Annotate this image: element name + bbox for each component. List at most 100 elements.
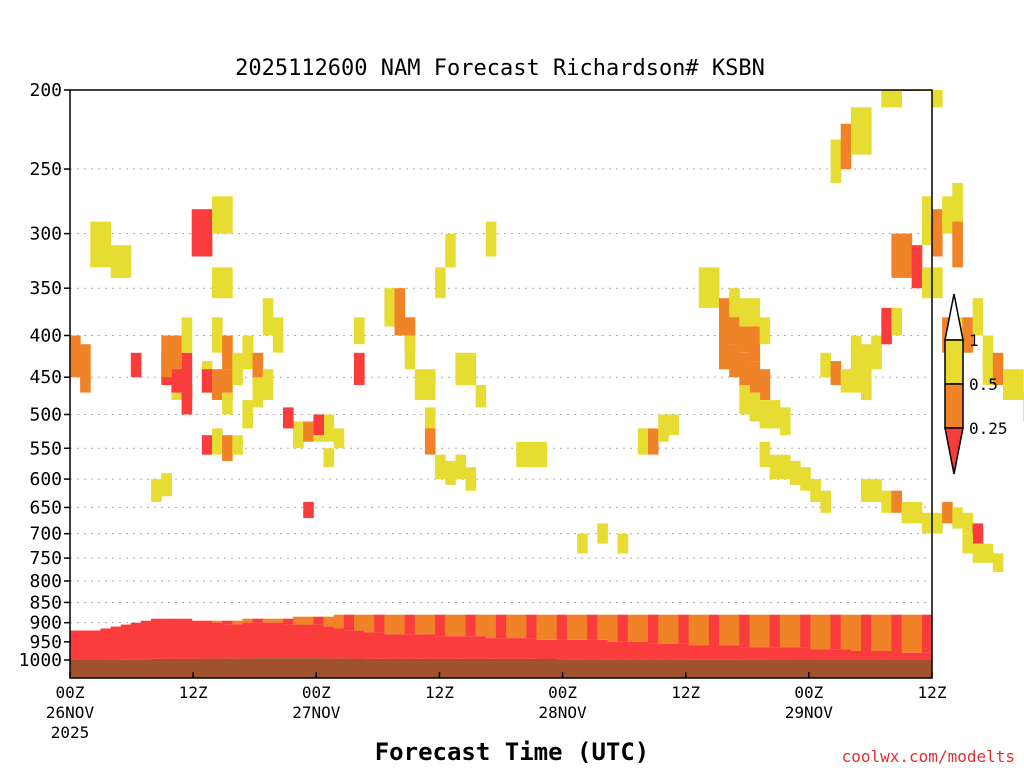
ri-low-band: [455, 614, 466, 637]
ri-boundary-layer: [810, 649, 821, 660]
ri-cell: [972, 523, 984, 544]
ri-low-band: [485, 614, 497, 639]
ri-low-band: [648, 614, 659, 644]
ground-fill: [506, 658, 517, 678]
ri-boundary-layer: [658, 643, 669, 660]
ri-low-band: [394, 614, 406, 635]
ri-cell: [972, 543, 984, 563]
x-tick-date: 28NOV: [538, 703, 587, 722]
ri-cell: [921, 512, 933, 534]
ri-low-band: [566, 614, 578, 640]
colorbar-level-label: 0.5: [969, 375, 998, 394]
ri-cell: [110, 245, 122, 278]
ri-boundary-layer: [597, 640, 608, 660]
ri-cell: [191, 209, 203, 257]
ri-cell: [465, 467, 477, 491]
ri-boundary-layer: [861, 651, 872, 660]
ri-boundary-layer: [110, 626, 122, 660]
ri-cell: [982, 335, 994, 370]
ri-low-band: [779, 614, 791, 648]
ri-cell: [222, 267, 233, 299]
ri-cell: [120, 245, 132, 278]
ground-fill: [830, 659, 842, 678]
ground-fill: [536, 658, 548, 678]
chart-title: 2025112600 NAM Forecast Richardson# KSBN: [235, 56, 765, 81]
ri-cell: [658, 414, 669, 442]
ri-boundary-layer: [100, 628, 111, 660]
ri-low-band: [729, 614, 740, 646]
ri-boundary-layer: [790, 647, 801, 660]
ri-cell: [759, 441, 771, 468]
ground-fill: [820, 659, 831, 678]
ground-fill: [120, 659, 132, 678]
ground-fill: [749, 659, 761, 678]
ri-low-band: [759, 614, 771, 648]
ri-low-band: [465, 614, 477, 637]
ri-boundary-layer: [840, 649, 852, 660]
ri-cell: [840, 369, 852, 393]
y-tick-label: 300: [29, 224, 62, 245]
ri-cell: [992, 553, 1004, 572]
ri-cell: [932, 209, 943, 257]
y-tick-label: 400: [29, 325, 62, 346]
ground-fill: [556, 659, 568, 678]
ri-low-band: [333, 614, 345, 629]
ri-cell: [222, 392, 233, 415]
ri-boundary-layer: [749, 647, 761, 660]
ri-cell: [100, 221, 111, 268]
ri-boundary-layer: [719, 645, 730, 660]
ri-cell: [90, 221, 101, 268]
ri-cell: [759, 400, 771, 429]
ri-boundary-layer: [455, 636, 466, 659]
ri-cell: [729, 344, 740, 378]
ri-low-band: [516, 614, 527, 639]
ri-boundary-layer: [333, 628, 345, 659]
ri-low-band: [921, 614, 933, 653]
ri-cell: [932, 90, 943, 108]
ri-boundary-layer: [424, 634, 436, 659]
ri-cell: [354, 352, 365, 385]
ri-cell: [779, 407, 791, 436]
ground-fill: [445, 658, 456, 678]
ri-boundary-layer: [404, 634, 416, 659]
ri-cell: [201, 369, 213, 393]
ground-fill: [627, 659, 639, 678]
ground-fill: [881, 659, 892, 678]
ri-low-band: [354, 614, 365, 631]
ri-cell: [749, 361, 761, 393]
ri-cell: [455, 454, 466, 480]
ri-cell: [414, 369, 426, 400]
ri-cell: [871, 479, 882, 502]
ri-low-band: [232, 620, 243, 625]
ri-cell: [921, 267, 933, 299]
ri-boundary-layer: [891, 651, 902, 660]
ri-cell: [719, 298, 730, 336]
ri-cell: [303, 421, 314, 442]
x-tick-label: 00Z: [302, 683, 331, 702]
ri-low-band: [293, 616, 304, 625]
ri-cell: [891, 233, 902, 278]
ri-low-band: [688, 614, 700, 646]
ri-cell: [840, 123, 852, 170]
ground-fill: [374, 658, 385, 678]
ri-cell: [810, 479, 821, 502]
ri-cell: [252, 377, 264, 408]
y-tick-label: 550: [29, 438, 62, 459]
ri-cell: [861, 344, 872, 378]
ri-cell: [445, 233, 456, 268]
ri-cell: [212, 428, 223, 455]
ri-low-band: [283, 618, 294, 625]
ri-cell: [597, 523, 608, 544]
colorbar-top-arrow: [944, 293, 964, 341]
ri-boundary-layer: [293, 624, 304, 659]
ri-low-band: [840, 614, 852, 650]
ri-cell: [739, 298, 750, 327]
ground-fill: [475, 658, 487, 678]
ri-cell: [729, 307, 740, 345]
ri-cell: [790, 460, 801, 485]
ground-fill: [242, 658, 253, 678]
ground-fill: [708, 659, 720, 678]
ground-fill: [252, 658, 264, 678]
ground-fill: [850, 659, 862, 678]
ri-cell: [769, 454, 781, 480]
